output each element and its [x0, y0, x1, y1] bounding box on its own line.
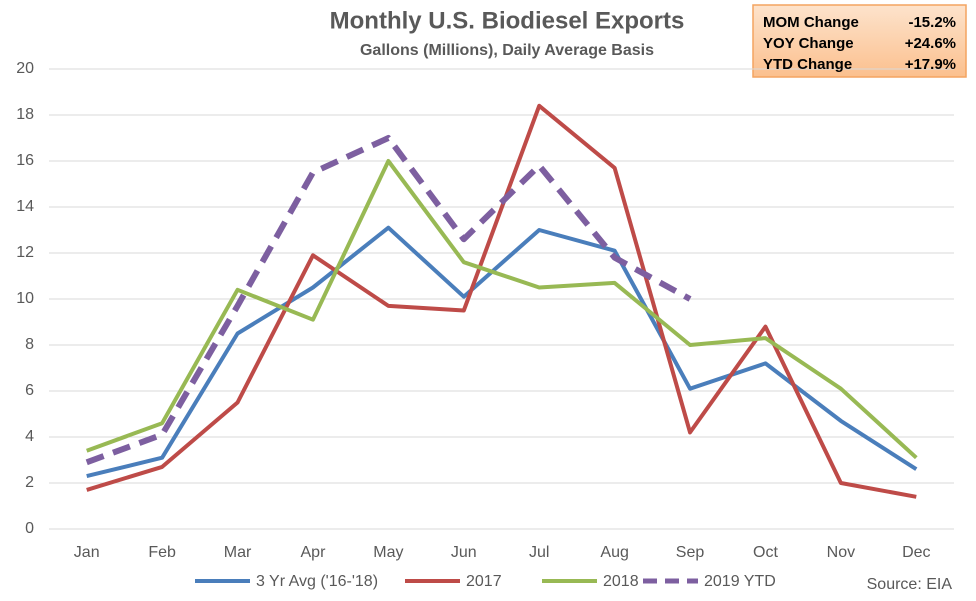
legend-label: 2019 YTD	[704, 573, 776, 590]
chart-title: Monthly U.S. Biodiesel Exports	[330, 7, 685, 34]
y-tick-label: 10	[16, 290, 34, 307]
y-tick-label: 2	[25, 474, 34, 491]
info-box	[752, 4, 967, 78]
source: Source: EIA	[867, 576, 953, 593]
y-tick-label: 4	[25, 428, 34, 445]
x-tick-label: Mar	[224, 544, 252, 561]
series-line	[85, 135, 692, 466]
chart-subtitle: Gallons (Millions), Daily Average Basis	[360, 42, 654, 59]
x-tick-label: Jan	[74, 544, 100, 561]
x-tick-label: Apr	[301, 544, 327, 561]
x-tick-label: May	[373, 544, 403, 561]
y-tick-label: 0	[25, 520, 34, 537]
x-tick-label: Jun	[451, 544, 477, 561]
legend-label: 2017	[466, 573, 502, 590]
series-line	[86, 225, 918, 479]
legend-label: 2018	[603, 573, 639, 590]
x-tick-label: Jul	[529, 544, 549, 561]
legend-label: 3 Yr Avg ('16-'18)	[256, 573, 378, 590]
y-tick-label: 20	[16, 60, 34, 77]
x-tick-label: Oct	[753, 544, 778, 561]
series-line	[86, 159, 918, 460]
info-label: YTD Change	[763, 56, 852, 73]
x-tick-label: Nov	[827, 544, 855, 561]
info-label: MOM Change	[763, 14, 859, 31]
y-tick-label: 12	[16, 244, 34, 261]
y-tick-label: 16	[16, 152, 34, 169]
y-tick-label: 8	[25, 336, 34, 353]
y-tick-label: 14	[16, 198, 34, 215]
info-value: +17.9%	[905, 56, 956, 73]
x-tick-label: Feb	[148, 544, 176, 561]
x-tick-label: Dec	[902, 544, 930, 561]
y-tick-label: 18	[16, 106, 34, 123]
info-value: +24.6%	[905, 35, 956, 52]
info-value: -15.2%	[908, 14, 956, 31]
series-line	[86, 103, 917, 499]
x-tick-label: Aug	[600, 544, 628, 561]
y-tick-label: 6	[25, 382, 34, 399]
info-label: YOY Change	[763, 35, 854, 52]
x-tick-label: Sep	[676, 544, 705, 561]
